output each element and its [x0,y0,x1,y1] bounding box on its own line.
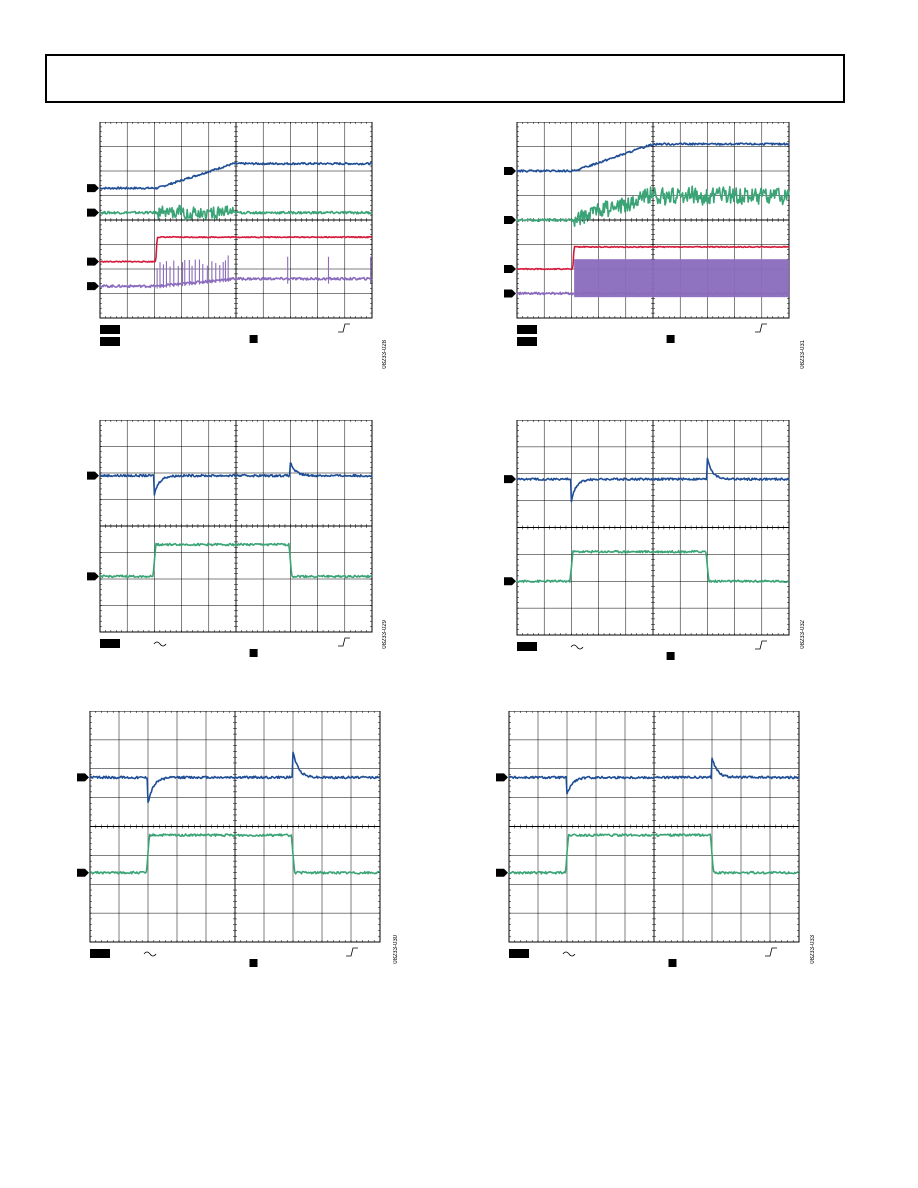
ac-coupling-icon [570,644,584,650]
trigger-edge-icon [755,323,767,333]
ac-coupling-icon [143,951,157,957]
readout-block [509,949,529,958]
channel-marker-ch3 [504,265,516,273]
readout-block [517,325,537,334]
readout-block [517,337,537,346]
trace-ch1 [516,457,790,503]
oscilloscope-chart [87,420,373,657]
trigger-edge-icon [338,637,350,647]
figure-id: 08233-030 [393,935,399,964]
oscilloscope-chart [496,711,800,967]
channel-square-icon [666,335,675,343]
trace-ch4-switching [156,255,372,289]
trace-ch2 [516,549,790,584]
scope-capture-6 [495,711,803,988]
channel-square-icon [249,959,258,967]
trace-ch1 [89,751,381,804]
ac-coupling-icon [153,641,167,647]
trigger-edge-icon [755,640,767,650]
channel-marker-ch4 [504,289,516,298]
trace-ch4-switching [574,259,789,298]
trigger-edge-icon [346,947,358,957]
trace-ch2 [99,542,373,579]
scope-capture-1 [86,122,376,364]
scope-capture-3 [86,420,376,678]
trace-ch1 [99,161,373,190]
trigger-edge-icon [338,323,350,333]
trace-ch1 [508,757,800,795]
scope-capture-4 [503,420,793,681]
trace-ch3 [99,235,373,263]
channel-marker-ch2 [504,577,516,586]
channel-marker-ch1 [87,184,99,193]
readout-block [100,337,120,346]
trace-ch2 [89,833,381,875]
trace-ch2 [99,204,373,221]
channel-marker-ch2 [504,216,516,224]
channel-marker-ch1 [87,471,99,480]
channel-square-icon [666,652,675,660]
channel-marker-ch2 [87,208,99,217]
channel-marker-ch2 [496,868,508,877]
channel-square-icon [249,335,258,343]
channel-marker-ch1 [496,773,508,782]
channel-marker-ch2 [77,868,89,877]
trace-ch1 [516,142,790,173]
ac-coupling-icon [562,951,576,957]
channel-marker-ch1 [77,773,89,782]
page-header-box [45,54,845,103]
trace-ch3 [516,245,790,271]
axis-minor-ticks [99,122,373,319]
readout-block [90,949,110,958]
trace-ch2 [508,833,800,875]
figure-id: 08233-029 [382,620,388,649]
channel-marker-ch1 [504,475,516,484]
oscilloscope-chart [77,711,381,967]
channel-marker-ch4 [87,282,99,291]
figure-id: 08233-032 [800,620,806,649]
trace-ch2 [516,185,790,228]
channel-marker-ch1 [504,167,516,175]
oscilloscope-chart [87,122,373,346]
trace-ch1 [99,462,373,496]
figure-id: 08233-033 [810,935,816,964]
channel-marker-ch3 [87,257,99,266]
channel-marker-ch2 [87,572,99,581]
trigger-edge-icon [765,947,777,957]
axis-minor-ticks [508,711,800,943]
readout-block [517,642,537,651]
channel-square-icon [668,959,677,967]
channel-square-icon [249,649,258,657]
trace-ch4 [99,276,373,289]
figure-id: 08233-031 [800,340,806,369]
axis-minor-ticks [99,420,373,633]
oscilloscope-chart [504,122,790,346]
oscilloscope-chart [504,420,790,660]
axis-minor-ticks [89,711,381,943]
readout-block [100,325,120,334]
scope-capture-2 [503,122,793,364]
figure-id: 08233-028 [382,340,388,369]
scope-capture-5 [76,711,384,988]
readout-block [100,639,120,648]
